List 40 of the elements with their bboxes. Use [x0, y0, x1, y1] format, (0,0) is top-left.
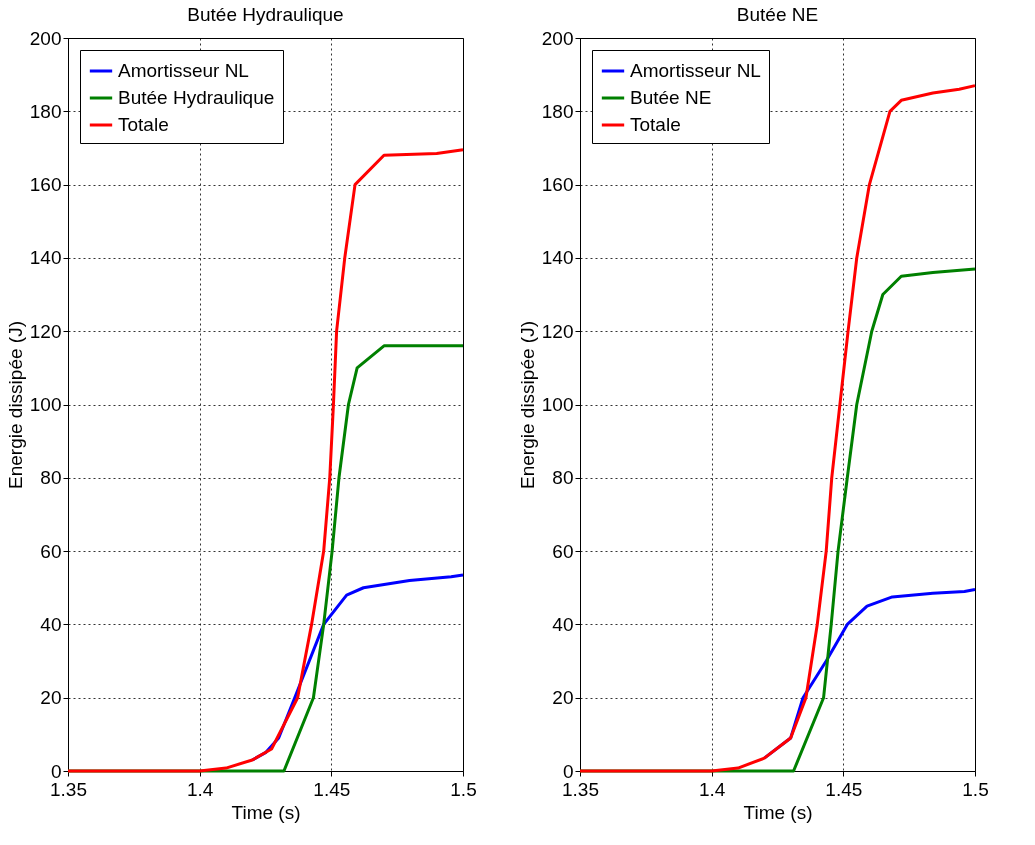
x-tick-label: 1.45	[825, 778, 863, 800]
legend-label: Totale	[630, 114, 681, 135]
line-series	[66, 148, 465, 773]
y-tick-label: 80	[552, 467, 574, 489]
y-tick-label: 40	[40, 613, 62, 635]
legend-label: Butée Hydraulique	[118, 87, 275, 108]
y-tick-label: 20	[40, 687, 62, 709]
legend-label: Amortisseur NL	[118, 60, 249, 81]
y-tick-label: 40	[552, 613, 574, 635]
y-tick-label: 120	[29, 320, 62, 342]
x-axis-title: Time (s)	[231, 801, 301, 823]
y-tick-label: 180	[29, 100, 62, 122]
line-series	[578, 84, 977, 773]
y-tick-label: 180	[541, 100, 574, 122]
x-tick-label: 1.5	[450, 778, 477, 800]
y-tick-label: 200	[541, 27, 574, 49]
x-axis-title: Time (s)	[743, 801, 813, 823]
y-axis-title: Energie dissipée (J)	[516, 321, 538, 489]
y-tick-label: 160	[541, 174, 574, 196]
chart-title: Butée NE	[736, 4, 819, 25]
chart-title: Butée Hydraulique	[187, 4, 344, 25]
y-tick-label: 100	[541, 394, 574, 415]
x-tick-label: 1.5	[962, 778, 989, 800]
x-tick-label: 1.4	[186, 778, 214, 800]
y-tick-label: 60	[552, 540, 574, 562]
y-tick-label: 160	[29, 174, 62, 196]
y-tick-label: 80	[40, 467, 62, 489]
y-tick-label: 20	[552, 687, 574, 709]
y-tick-label: 200	[29, 27, 62, 49]
x-tick-label: 1.4	[698, 778, 726, 800]
y-tick-label: 140	[29, 247, 62, 269]
y-tick-label: 140	[541, 247, 574, 269]
legend-label: Butée NE	[630, 87, 712, 108]
y-tick-label: 100	[29, 394, 62, 415]
y-tick-label: 60	[40, 540, 62, 562]
y-axis-title: Energie dissipée (J)	[4, 321, 26, 489]
x-tick-label: 1.45	[313, 778, 351, 800]
y-tick-label: 120	[541, 320, 574, 342]
legend-label: Amortisseur NL	[630, 60, 761, 81]
legend-label: Totale	[118, 114, 169, 135]
